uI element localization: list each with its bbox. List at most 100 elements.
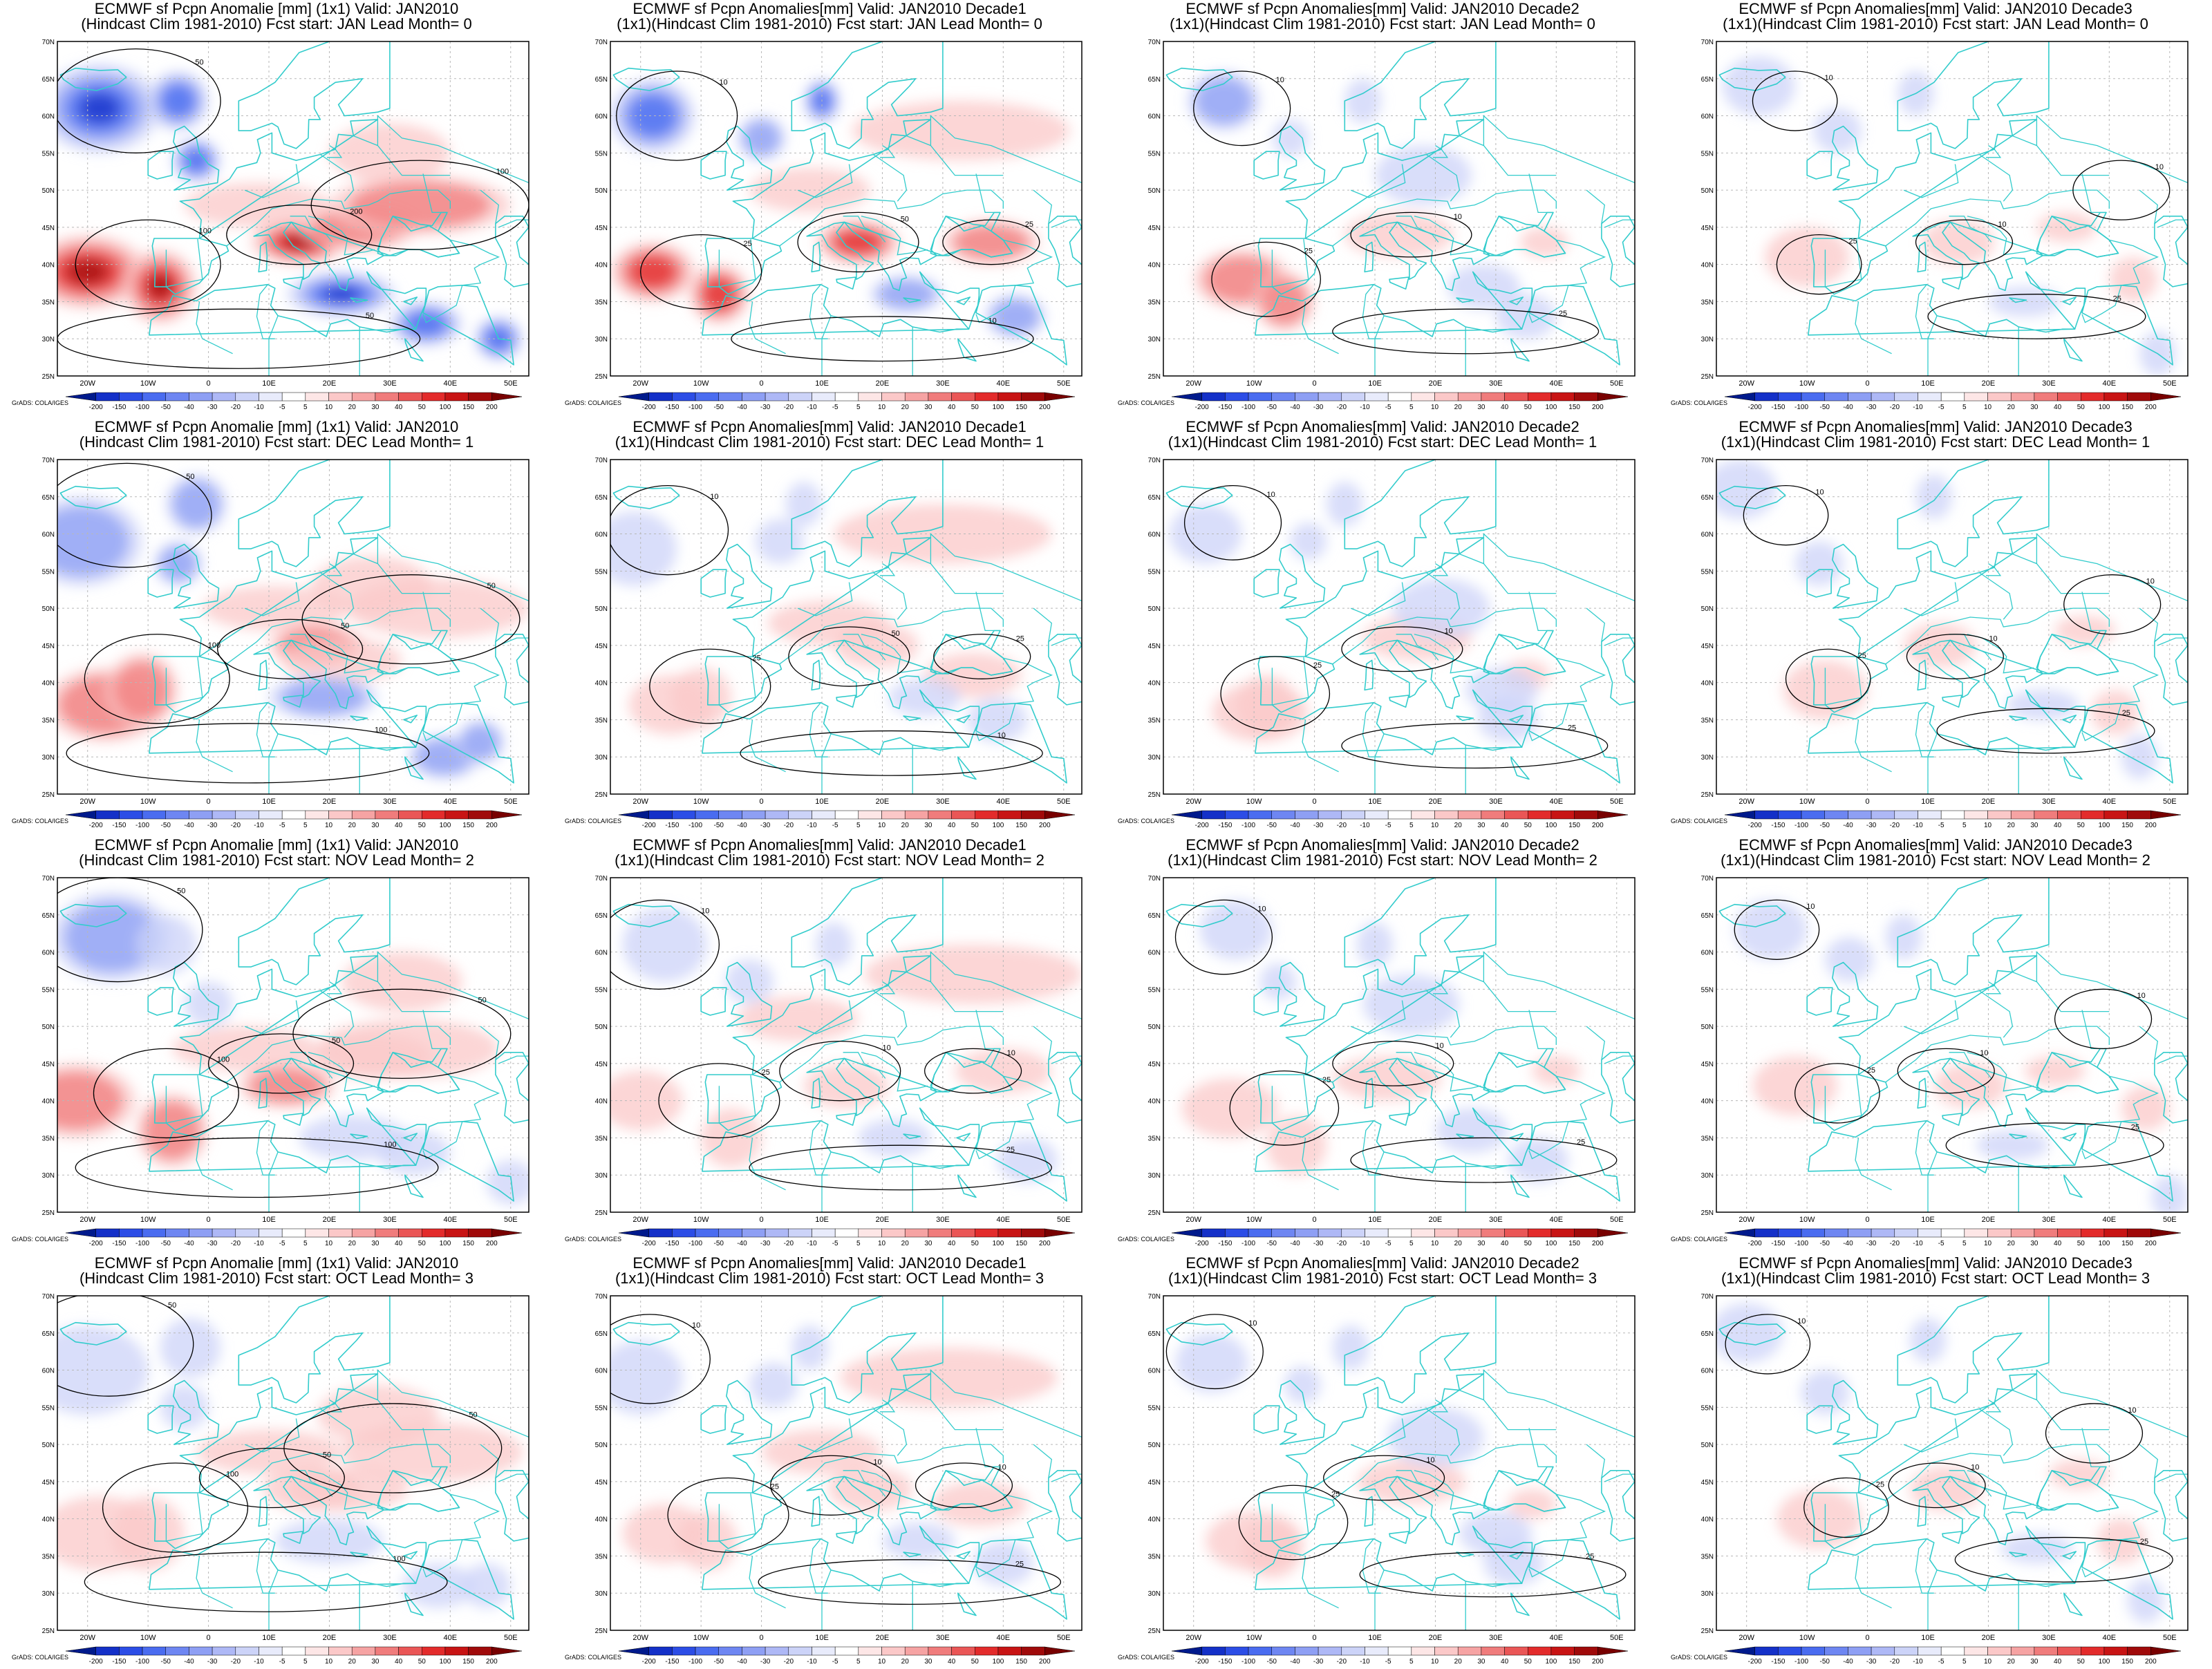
- contour-label: 10: [1797, 1317, 1806, 1326]
- contour-label: 10: [692, 1321, 700, 1330]
- colorbar-label: -100: [1241, 822, 1255, 829]
- colorbar-label: -150: [1771, 404, 1785, 411]
- colorbar-swatch: [2103, 1228, 2128, 1238]
- lon-tick-label: 20W: [1185, 1216, 1201, 1224]
- colorbar-label: -20: [231, 1658, 241, 1666]
- lat-tick-label: 60N: [1148, 1368, 1161, 1375]
- colorbar-label: -100: [688, 1240, 702, 1247]
- colorbar-swatch: [1504, 810, 1528, 820]
- contour-label: 10: [1815, 489, 1824, 497]
- colorbar-label: 5: [303, 1240, 308, 1247]
- colorbar-swatch: [765, 1228, 789, 1238]
- colorbar-swatch: [1528, 1646, 1552, 1656]
- lon-tick-label: 20W: [632, 798, 648, 806]
- lat-tick-label: 30N: [1701, 754, 1714, 762]
- colorbar-swatch: [695, 1646, 719, 1656]
- colorbar-label: 10: [325, 404, 333, 411]
- contour-label: 50: [478, 997, 487, 1005]
- colorbar-swatch: [718, 1228, 742, 1238]
- lon-tick-label: 50E: [1610, 1216, 1624, 1224]
- colorbar-label: -20: [1890, 404, 1900, 411]
- colorbar-swatch: [1574, 810, 1598, 820]
- colorbar-swatch: [119, 810, 143, 820]
- colorbar-swatch: [444, 392, 469, 402]
- colorbar-label: 30: [371, 1658, 379, 1666]
- lat-tick-label: 45N: [1701, 225, 1714, 232]
- colorbar-label: 150: [1568, 404, 1580, 411]
- colorbar-swatch: [1778, 810, 1802, 820]
- grads-credit: GrADS: COLA/IGES: [1118, 1654, 1175, 1661]
- panel-title: ECMWF sf Pcpn Anomalie [mm] (1x1) Valid:…: [94, 1254, 459, 1272]
- contour-label: 10: [2155, 163, 2164, 171]
- colorbar-label: 50: [2077, 822, 2086, 829]
- lon-tick-label: 30E: [1489, 1216, 1503, 1224]
- contour-label: 25: [1025, 220, 1033, 229]
- colorbar-swatch: [1457, 392, 1482, 402]
- lon-tick-label: 20E: [1429, 798, 1443, 806]
- lon-tick-label: 30E: [1489, 1634, 1503, 1642]
- colorbar-swatch: [1504, 1228, 1528, 1238]
- colorbar-label: -100: [688, 404, 702, 411]
- contour-label: 10: [1971, 1464, 1979, 1472]
- colorbar-label: 40: [395, 1240, 403, 1247]
- colorbar-swatch: [718, 1646, 742, 1656]
- colorbar-swatch: [1574, 1646, 1598, 1656]
- panel-title: ECMWF sf Pcpn Anomalies[mm] Valid: JAN20…: [632, 1254, 1027, 1272]
- lat-tick-label: 70N: [595, 457, 608, 464]
- lon-tick-label: 50E: [1610, 798, 1624, 806]
- contour-label: 25: [762, 1068, 770, 1077]
- lat-tick-label: 60N: [1148, 531, 1161, 539]
- grads-credit: GrADS: COLA/IGES: [1671, 1236, 1728, 1243]
- lat-tick-label: 45N: [595, 643, 608, 650]
- colorbar-label: -40: [184, 1658, 194, 1666]
- colorbar-label: -10: [254, 1658, 264, 1666]
- colorbar-swatch: [212, 1228, 236, 1238]
- colorbar-swatch: [1801, 1646, 1825, 1656]
- grads-credit: GrADS: COLA/IGES: [1118, 1236, 1175, 1243]
- colorbar-label: 50: [2077, 1658, 2086, 1666]
- lon-tick-label: 20W: [1738, 1634, 1754, 1642]
- grads-credit: GrADS: COLA/IGES: [565, 399, 622, 406]
- lat-tick-label: 30N: [1148, 1590, 1161, 1598]
- colorbar-label: -30: [1866, 1240, 1877, 1247]
- colorbar-swatch: [1940, 392, 1965, 402]
- colorbar-swatch: [468, 810, 492, 820]
- grads-credit: GrADS: COLA/IGES: [1671, 1654, 1728, 1661]
- lat-tick-label: 40N: [595, 680, 608, 688]
- lon-tick-label: 10E: [815, 1634, 829, 1642]
- contour-label: 50: [323, 1451, 331, 1459]
- panel-subtitle: (1x1)(Hindcast Clim 1981-2010) Fcst star…: [1168, 851, 1597, 869]
- colorbar-swatch: [468, 1228, 492, 1238]
- lon-tick-label: 10W: [1799, 798, 1815, 806]
- colorbar-swatch: [165, 392, 189, 402]
- colorbar-swatch: [1987, 392, 2012, 402]
- lat-tick-label: 45N: [42, 1479, 55, 1487]
- colorbar-swatch: [1225, 392, 1249, 402]
- colorbar-label: -40: [1843, 1240, 1853, 1247]
- colorbar-label: 5: [856, 404, 861, 411]
- contour-label: 25: [1586, 1553, 1594, 1561]
- lat-tick-label: 55N: [42, 986, 55, 994]
- colorbar-label: 5: [1409, 1240, 1414, 1247]
- panel-subtitle: (1x1)(Hindcast Clim 1981-2010) Fcst star…: [617, 15, 1042, 32]
- colorbar-label: 5: [856, 822, 861, 829]
- colorbar-label: -50: [714, 822, 724, 829]
- map-panel: ECMWF sf Pcpn Anomalies[mm] Valid: JAN20…: [1116, 0, 1649, 415]
- colorbar-label: 50: [2077, 1240, 2086, 1247]
- panel-subtitle: (1x1)(Hindcast Clim 1981-2010) Fcst star…: [615, 1270, 1044, 1287]
- colorbar-swatch: [1341, 810, 1365, 820]
- colorbar-swatch: [422, 1228, 446, 1238]
- colorbar-label: 40: [1501, 822, 1509, 829]
- colorbar-label: 30: [924, 404, 932, 411]
- contour-label: 50: [332, 1037, 340, 1045]
- colorbar-swatch: [1201, 392, 1226, 402]
- colorbar-label: 30: [1477, 404, 1485, 411]
- colorbar-label: 5: [1962, 1658, 1967, 1666]
- contour-label: 10: [1980, 1049, 1988, 1057]
- lat-tick-label: 70N: [1148, 875, 1161, 883]
- colorbar-label: 200: [486, 1240, 498, 1247]
- lat-tick-label: 70N: [1701, 457, 1714, 464]
- colorbar-swatch: [1341, 392, 1365, 402]
- lat-tick-label: 40N: [1701, 680, 1714, 688]
- colorbar-swatch: [1021, 1228, 1045, 1238]
